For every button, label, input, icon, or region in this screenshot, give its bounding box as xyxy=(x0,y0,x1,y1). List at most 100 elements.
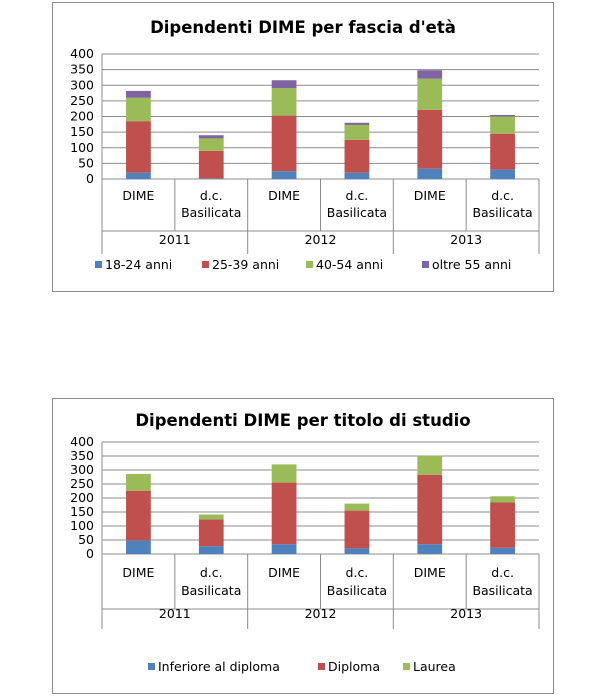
bar-segment-40-54-anni xyxy=(271,88,297,116)
category-label: DIME xyxy=(122,188,154,203)
bar-segment-laurea xyxy=(126,473,151,491)
chart-title: Dipendenti DIME per fascia d'età xyxy=(150,18,456,37)
y-tick-label: 350 xyxy=(70,448,94,463)
group-label: 2013 xyxy=(450,232,482,247)
legend-swatch xyxy=(403,663,410,670)
y-tick-label: 250 xyxy=(70,476,94,491)
bar-segment-oltre-55-anni xyxy=(417,70,443,79)
legend-label: 40-54 anni xyxy=(316,257,383,272)
bar-segment-laurea xyxy=(198,514,224,520)
chart-education-svg: Dipendenti DIME per titolo di studio0501… xyxy=(70,411,540,674)
group-label: 2013 xyxy=(450,606,482,621)
bar-segment-oltre-55-anni xyxy=(271,80,297,89)
bar-segment-inferiore-al-diploma xyxy=(198,546,224,554)
bar-segment-diploma xyxy=(271,482,297,545)
legend-swatch xyxy=(306,261,313,268)
category-label: DIME xyxy=(414,188,446,203)
legend-swatch xyxy=(318,663,325,670)
legend-swatch xyxy=(95,261,102,268)
category-label: d.c. xyxy=(346,188,369,203)
group-label: 2012 xyxy=(305,232,337,247)
bar-segment-diploma xyxy=(344,510,370,549)
chart-title: Dipendenti DIME per titolo di studio xyxy=(135,411,470,430)
y-tick-label: 400 xyxy=(70,46,94,61)
bar-segment-inferiore-al-diploma xyxy=(490,547,515,554)
bar-segment-40-54-anni xyxy=(344,124,370,140)
bar-segment-25-39-anni xyxy=(271,115,297,172)
bar-segment-40-54-anni xyxy=(126,97,151,122)
y-tick-label: 250 xyxy=(70,93,94,108)
bar-segment-inferiore-al-diploma xyxy=(126,540,151,554)
legend-swatch xyxy=(148,663,155,670)
bar-segment-18-24-anni xyxy=(490,169,515,179)
bar-segment-inferiore-al-diploma xyxy=(417,544,443,554)
bar-segment-18-24-anni xyxy=(198,178,224,179)
bar-segment-oltre-55-anni xyxy=(198,135,224,139)
category-label: Basilicata xyxy=(327,583,387,598)
group-label: 2011 xyxy=(159,606,191,621)
category-label: Basilicata xyxy=(181,205,241,220)
bar-segment-diploma xyxy=(198,519,224,547)
legend-swatch xyxy=(422,261,429,268)
legend-label: Inferiore al diploma xyxy=(158,659,280,674)
legend-label: Diploma xyxy=(328,659,380,674)
category-label: d.c. xyxy=(200,188,223,203)
bar-segment-25-39-anni xyxy=(126,121,151,173)
category-label: Basilicata xyxy=(472,583,532,598)
chart-age-groups: Dipendenti DIME per fascia d'età 0 50 100 15… xyxy=(52,2,554,292)
bar-segment-25-39-anni xyxy=(417,109,443,169)
y-tick-label: 100 xyxy=(70,140,94,155)
category-label: d.c. xyxy=(346,565,369,580)
y-tick-label: 100 xyxy=(70,518,94,533)
y-tick-label: 150 xyxy=(70,504,94,519)
bar-segment-diploma xyxy=(490,502,515,548)
y-tick-label: 300 xyxy=(70,77,94,92)
legend-label: 18-24 anni xyxy=(105,257,172,272)
y-tick-label: 300 xyxy=(70,462,94,477)
bar-segment-18-24-anni xyxy=(417,168,443,179)
category-label: d.c. xyxy=(200,565,223,580)
category-label: DIME xyxy=(414,565,446,580)
bar-segment-laurea xyxy=(271,464,297,483)
bar-segment-diploma xyxy=(126,490,151,541)
category-label: d.c. xyxy=(491,188,514,203)
chart-education: Dipendenti DIME per titolo di studio 0 50 1… xyxy=(52,398,554,694)
category-label: Basilicata xyxy=(472,205,532,220)
bar-segment-laurea xyxy=(490,496,515,503)
category-label: Basilicata xyxy=(327,205,387,220)
group-label: 2012 xyxy=(305,606,337,621)
y-tick-label: 200 xyxy=(70,109,94,124)
y-tick-label: 0 xyxy=(86,546,94,561)
category-label: Basilicata xyxy=(181,583,241,598)
bar-segment-40-54-anni xyxy=(417,78,443,110)
y-tick-label: 50 xyxy=(78,532,94,547)
bar-segment-inferiore-al-diploma xyxy=(344,548,370,554)
bar-segment-oltre-55-anni xyxy=(344,122,370,125)
category-label: DIME xyxy=(268,188,300,203)
category-label: DIME xyxy=(268,565,300,580)
bar-segment-oltre-55-anni xyxy=(490,114,515,117)
bar-segment-oltre-55-anni xyxy=(126,90,151,98)
y-tick-label: 400 xyxy=(70,434,94,449)
bar-segment-diploma xyxy=(417,474,443,545)
bar-segment-25-39-anni xyxy=(198,150,224,179)
bar-segment-laurea xyxy=(417,455,443,475)
y-tick-label: 150 xyxy=(70,124,94,139)
legend-label: 25-39 anni xyxy=(212,257,279,272)
bar-segment-40-54-anni xyxy=(198,138,224,151)
bar-segment-18-24-anni xyxy=(271,171,297,179)
legend-swatch xyxy=(202,261,209,268)
legend-label: oltre 55 anni xyxy=(432,257,511,272)
group-label: 2011 xyxy=(159,232,191,247)
bar-segment-laurea xyxy=(344,503,370,511)
chart-age-groups-svg: Dipendenti DIME per fascia d'età 05010015… xyxy=(70,18,540,272)
y-tick-label: 200 xyxy=(70,490,94,505)
bar-segment-inferiore-al-diploma xyxy=(271,544,297,554)
category-label: DIME xyxy=(122,565,154,580)
bar-segment-25-39-anni xyxy=(344,139,370,173)
bar-segment-18-24-anni xyxy=(126,172,151,179)
bar-segment-25-39-anni xyxy=(490,133,515,170)
y-tick-label: 50 xyxy=(78,155,94,170)
legend-label: Laurea xyxy=(413,659,456,674)
category-label: d.c. xyxy=(491,565,514,580)
